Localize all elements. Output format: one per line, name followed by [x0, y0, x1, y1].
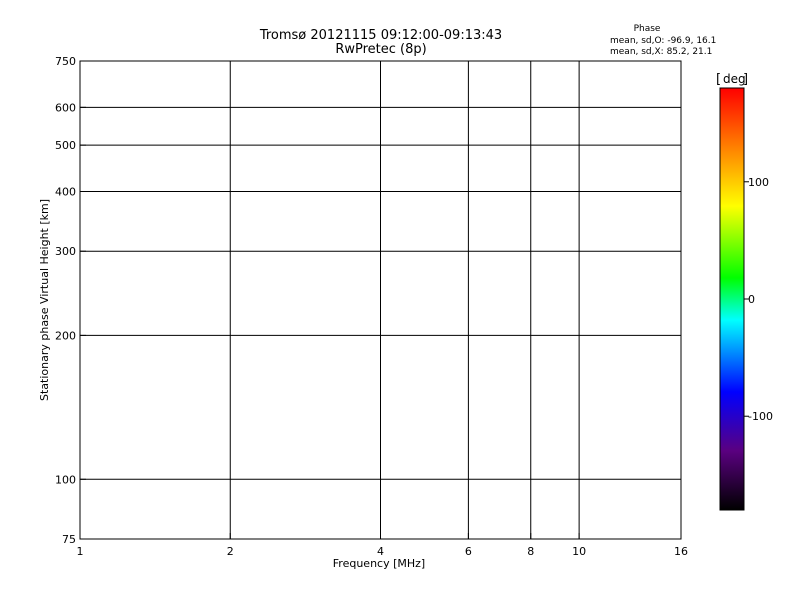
chart-title: Tromsø 20121115 09:12:00-09:13:43 [259, 28, 502, 43]
colorbar [719, 87, 745, 511]
x-tick-label: 6 [465, 545, 472, 558]
x-tick-label: 16 [674, 545, 688, 558]
x-tick-label: 2 [227, 545, 234, 558]
colorbar-tick-label: 0 [748, 293, 755, 306]
y-tick-label: 750 [55, 55, 76, 68]
y-axis-label: Stationary phase Virtual Height [km] [38, 199, 51, 401]
x-axis-label: Frequency [MHz] [333, 557, 425, 570]
y-tick-label: 300 [55, 245, 76, 258]
y-tick-label: 500 [55, 139, 76, 152]
colorbar-tick-label: -100 [748, 410, 773, 423]
y-tick-label: 100 [55, 473, 76, 486]
colorbar-label: deg [723, 72, 746, 86]
stats-line-x: mean, sd,X: 85.2, 21.1 [610, 47, 712, 57]
grid [80, 61, 681, 539]
colorbar-bracket-left: [ [716, 72, 721, 87]
x-tick-label: 10 [572, 545, 586, 558]
colorbar-axis: -100 0 100 [744, 176, 773, 423]
x-tick-label: 4 [377, 545, 384, 558]
y-tick-label: 200 [55, 329, 76, 342]
stats-line-o: mean, sd,O: -96.9, 16.1 [610, 36, 716, 46]
y-tick-label: 75 [62, 533, 76, 546]
x-axis: 1 2 4 6 8 10 16 [77, 533, 688, 558]
y-axis: 75 100 200 300 400 500 600 750 [55, 55, 86, 546]
y-tick-label: 400 [55, 185, 76, 198]
colorbar-bracket-right: ] [743, 72, 748, 87]
x-tick-label: 1 [77, 545, 84, 558]
stats-title: Phase [634, 24, 661, 34]
y-tick-label: 600 [55, 101, 76, 114]
chart-subtitle: RwPretec (8p) [335, 42, 426, 57]
colorbar-tick-label: 100 [748, 176, 769, 189]
x-tick-label: 8 [527, 545, 534, 558]
